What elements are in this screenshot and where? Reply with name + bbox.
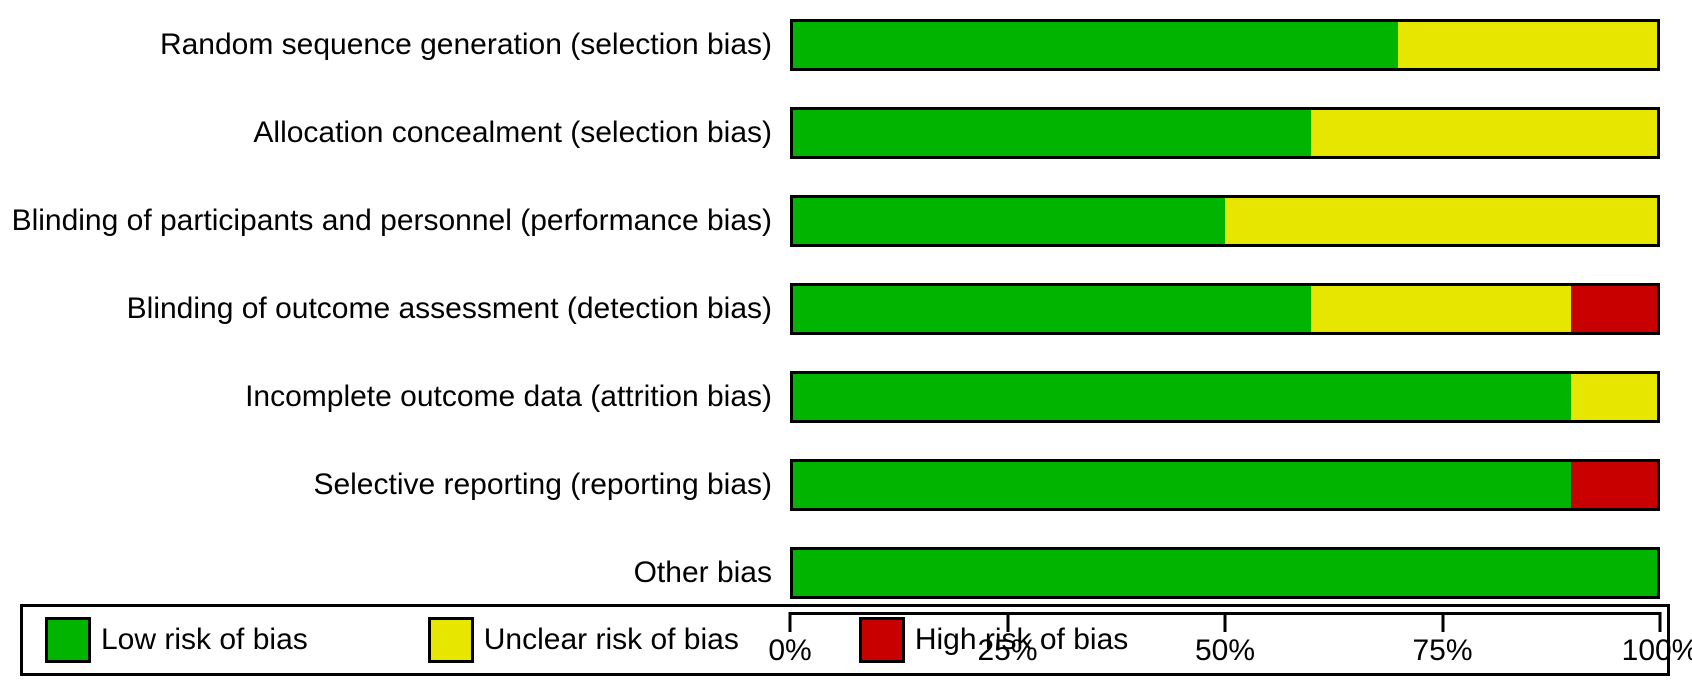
stacked-bar [790,283,1660,335]
bar-segment-unclear [1311,110,1657,156]
legend-swatch-low [45,617,91,663]
legend-item-low: Low risk of bias [45,617,308,663]
bar-segment-low [793,198,1225,244]
row-label: Blinding of outcome assessment (detectio… [0,292,790,326]
chart-row: Blinding of outcome assessment (detectio… [0,274,1692,344]
bar-segment-low [793,22,1398,68]
chart-row: Other bias [0,538,1692,608]
bar-segment-unclear [1571,374,1657,420]
bar-segment-low [793,110,1311,156]
bar-segment-high [1571,462,1657,508]
axis-tick-label: 50% [1195,634,1255,668]
legend-swatch-unclear [428,617,474,663]
stacked-bar [790,195,1660,247]
chart-area: Random sequence generation (selection bi… [0,10,1692,626]
legend-label: Unclear risk of bias [484,623,739,657]
legend-label: Low risk of bias [101,623,308,657]
row-label: Blinding of participants and personnel (… [0,204,790,238]
axis-tick [1659,612,1662,632]
axis-tick-label: 0% [768,634,811,668]
chart-row: Selective reporting (reporting bias) [0,450,1692,520]
axis-tick [1224,612,1227,632]
x-axis: 0%25%50%75%100% [790,612,1660,682]
stacked-bar [790,459,1660,511]
bar-segment-low [793,550,1657,596]
row-label: Allocation concealment (selection bias) [0,116,790,150]
row-label: Selective reporting (reporting bias) [0,468,790,502]
row-label: Other bias [0,556,790,590]
stacked-bar [790,547,1660,599]
stacked-bar [790,371,1660,423]
bar-segment-low [793,374,1571,420]
chart-row: Blinding of participants and personnel (… [0,186,1692,256]
bar-segment-high [1571,286,1657,332]
stacked-bar [790,19,1660,71]
risk-of-bias-chart: Random sequence generation (selection bi… [0,0,1692,690]
axis-tick-label: 75% [1412,634,1472,668]
bar-segment-unclear [1225,198,1657,244]
chart-row: Incomplete outcome data (attrition bias) [0,362,1692,432]
axis-tick [1441,612,1444,632]
legend-item-unclear: Unclear risk of bias [428,617,739,663]
axis-tick-label: 25% [977,634,1037,668]
bar-segment-unclear [1398,22,1657,68]
bar-segment-unclear [1311,286,1570,332]
axis-tick-label: 100% [1622,634,1692,668]
bar-segment-low [793,286,1311,332]
axis-tick [1006,612,1009,632]
stacked-bar [790,107,1660,159]
bar-segment-low [793,462,1571,508]
row-label: Incomplete outcome data (attrition bias) [0,380,790,414]
chart-row: Random sequence generation (selection bi… [0,10,1692,80]
row-label: Random sequence generation (selection bi… [0,28,790,62]
axis-tick [789,612,792,632]
chart-row: Allocation concealment (selection bias) [0,98,1692,168]
